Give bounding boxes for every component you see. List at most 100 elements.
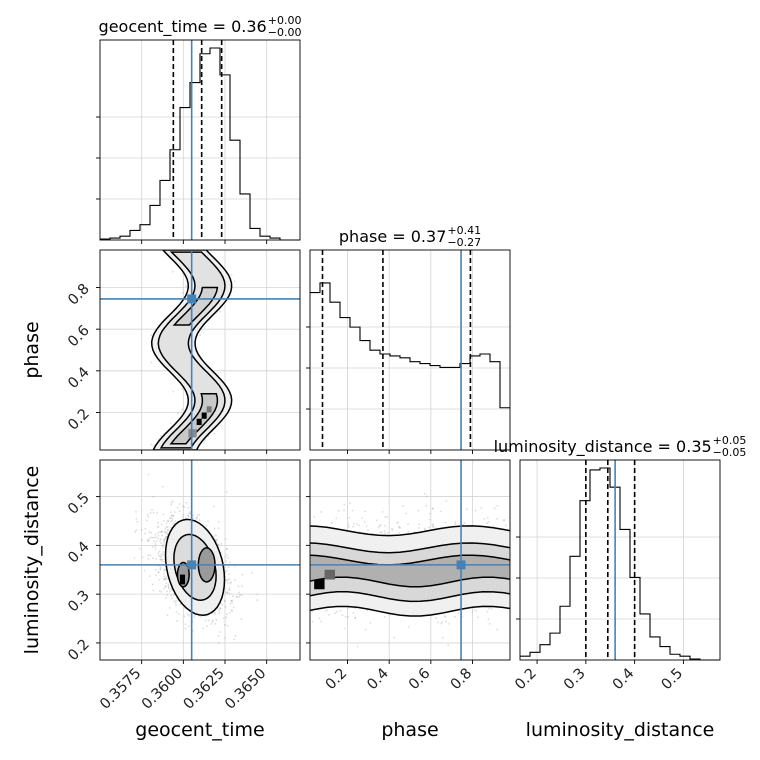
sample-point [164, 527, 167, 530]
sample-point [186, 613, 189, 616]
sample-point [402, 505, 404, 507]
sample-point [448, 622, 450, 625]
sample-point [361, 517, 364, 519]
sample-point [162, 578, 165, 580]
sample-point [158, 554, 161, 557]
sample-point [162, 560, 165, 563]
sample-point [447, 644, 450, 646]
histogram-bar [410, 362, 420, 450]
sample-point [229, 602, 232, 605]
sample-point [453, 615, 456, 618]
sample-point [349, 502, 351, 505]
histogram-bar [530, 652, 540, 660]
sample-point [231, 599, 234, 602]
sample-point [160, 553, 163, 556]
sample-point [174, 520, 177, 523]
sample-point [477, 616, 479, 619]
sample-point [153, 540, 156, 543]
sample-point [238, 596, 241, 598]
sample-point [490, 607, 493, 610]
sample-point [162, 520, 165, 522]
sample-point [428, 518, 431, 521]
sample-point [147, 473, 150, 476]
sample-point [224, 556, 227, 558]
sample-point [386, 516, 389, 518]
sample-point [143, 569, 146, 572]
sample-point [162, 513, 165, 516]
sample-point [147, 554, 150, 557]
sample-point [225, 579, 227, 582]
density-cell [180, 574, 185, 585]
sample-point [230, 599, 233, 602]
sample-point [135, 510, 137, 513]
histogram-bar [420, 364, 430, 450]
sample-point [441, 636, 444, 639]
sample-point [157, 534, 160, 537]
sample-point [152, 511, 155, 514]
sample-point [227, 581, 229, 584]
sample-point [486, 522, 489, 524]
sample-point [141, 538, 143, 541]
sample-point [184, 623, 187, 626]
sample-point [172, 514, 175, 517]
truth-marker [187, 294, 197, 304]
histogram-bar [590, 470, 600, 660]
sample-point [189, 511, 192, 513]
sample-point [160, 558, 162, 561]
sample-point [417, 509, 420, 512]
sample-point [174, 602, 177, 604]
sample-point [213, 535, 216, 538]
sample-point [158, 578, 161, 581]
histogram-bar [570, 556, 580, 660]
sample-point [160, 523, 163, 526]
sample-point [148, 531, 151, 533]
sample-point [443, 615, 446, 617]
sample-point [240, 618, 243, 621]
sample-point [326, 608, 329, 611]
sample-point [238, 591, 240, 594]
sample-point [198, 519, 201, 521]
histogram-bar [380, 354, 390, 450]
sample-point [172, 390, 175, 393]
sample-point [214, 622, 217, 625]
sample-point [160, 542, 163, 544]
grid-lines [310, 250, 510, 450]
sample-point [151, 509, 153, 511]
sample-point [344, 615, 347, 618]
sample-point [157, 571, 160, 574]
sample-point [240, 585, 243, 588]
sample-point [160, 530, 163, 533]
sample-point [153, 536, 156, 539]
sample-point [396, 522, 398, 524]
sample-point [194, 519, 197, 521]
sample-point [221, 603, 224, 606]
sample-point [224, 571, 227, 574]
sample-point [432, 507, 434, 510]
sample-point [193, 615, 196, 618]
sample-point [238, 593, 241, 596]
sample-point [161, 544, 164, 547]
sample-point [161, 558, 164, 561]
sample-point [418, 523, 421, 526]
sample-point [217, 608, 219, 610]
sample-point [215, 534, 217, 537]
sample-point [181, 387, 183, 390]
sample-point [211, 621, 214, 623]
sample-point [193, 614, 196, 616]
sample-point [168, 587, 170, 590]
sample-point [150, 536, 152, 539]
scatter-phase-vs-geocent-time [100, 250, 300, 450]
sample-point [224, 637, 226, 639]
sample-point [393, 636, 396, 639]
sample-point [493, 507, 496, 510]
sample-point [173, 594, 175, 597]
histogram-panel-phase [309, 249, 511, 451]
sample-point [165, 597, 168, 600]
sample-point [183, 615, 186, 618]
histogram-bar [160, 180, 170, 240]
sample-point [496, 517, 499, 520]
sample-point [226, 613, 228, 616]
sample-point [155, 540, 158, 543]
sample-point [354, 616, 357, 619]
sample-point [226, 624, 229, 627]
